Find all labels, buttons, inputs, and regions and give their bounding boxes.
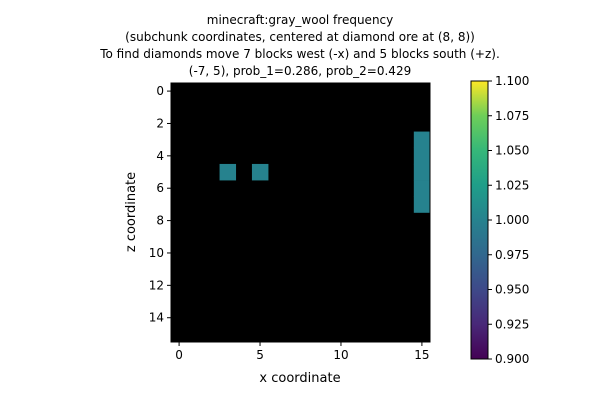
y-tick-label: 6 <box>156 181 164 195</box>
colorbar-tick-label: 0.975 <box>495 248 529 262</box>
y-tick-label: 14 <box>149 311 164 325</box>
y-tick-label: 4 <box>156 149 164 163</box>
y-tick-label: 2 <box>156 116 164 130</box>
y-tick-label: 12 <box>149 278 164 292</box>
colorbar-tick-label: 1.000 <box>495 213 529 227</box>
colorbar-tick-label: 1.100 <box>495 74 529 88</box>
heatmap-cell <box>413 147 431 165</box>
heatmap-background <box>171 83 430 342</box>
heatmap-cell <box>413 196 431 213</box>
chart-title-line-3: To find diamonds move 7 blocks west (-x)… <box>100 47 500 61</box>
colorbar-tick-label: 0.950 <box>495 283 529 297</box>
chart-title-line-1: minecraft:gray_wool frequency <box>206 13 394 27</box>
colorbar-tick-label: 0.900 <box>495 352 529 366</box>
chart-title-line-2: (subchunk coordinates, centered at diamo… <box>125 30 475 44</box>
heatmap-cell <box>413 180 431 197</box>
x-tick-label: 5 <box>256 348 264 362</box>
y-tick-label: 8 <box>156 214 164 228</box>
y-tick-label: 0 <box>156 84 164 98</box>
x-tick-label: 15 <box>414 348 429 362</box>
y-tick-label: 10 <box>149 246 164 260</box>
heatmap-cell <box>251 163 269 181</box>
y-axis-label: z coordinate <box>124 172 139 252</box>
colorbar-tick-label: 1.025 <box>495 178 529 192</box>
plot-frame <box>170 82 431 343</box>
chart-title-line-4: (-7, 5), prob_1=0.286, prob_2=0.429 <box>188 64 412 78</box>
colorbar-tick-label: 1.050 <box>495 144 529 158</box>
x-tick-label: 10 <box>333 348 348 362</box>
colorbar-tick-label: 0.925 <box>495 317 529 331</box>
heatmap-cell <box>413 131 431 149</box>
heatmap-cell <box>413 163 431 181</box>
x-tick-label: 0 <box>175 348 183 362</box>
colorbar-tick-label: 1.075 <box>495 109 529 123</box>
x-axis-label: x coordinate <box>259 371 340 386</box>
heatmap-cell <box>219 163 237 181</box>
colorbar <box>471 81 488 359</box>
